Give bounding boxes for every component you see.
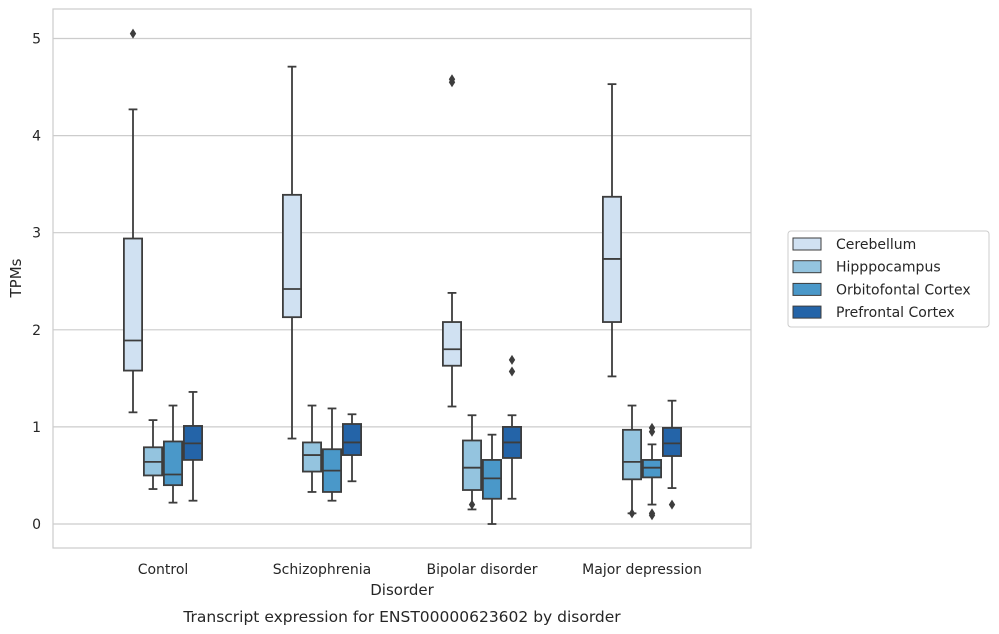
box-plot-item <box>501 354 522 500</box>
box-plot-item <box>281 65 302 440</box>
box-body <box>123 237 144 372</box>
legend-swatch <box>792 237 822 251</box>
box-body <box>341 423 362 456</box>
box-plot-item <box>602 83 623 378</box>
outlier-point <box>668 499 676 510</box>
y-axis-ticks: 0 1 2 3 4 5 <box>32 32 41 534</box>
series-hipppocampus <box>142 404 643 519</box>
y-tick-label: 0 <box>32 517 41 533</box>
y-tick-label: 3 <box>32 226 41 242</box>
y-tick-label: 2 <box>32 323 41 339</box>
box-plot-item <box>662 399 683 510</box>
box-plot-item <box>622 404 643 519</box>
outlier-point <box>129 28 137 39</box>
outlier-point <box>468 499 476 510</box>
box-plot-item <box>162 404 183 504</box>
legend-label: Hipppocampus <box>836 260 941 276</box>
y-axis-label: TPMs <box>7 258 25 298</box>
outlier-point <box>448 74 456 85</box>
box-plot-item <box>182 391 203 502</box>
x-tick-label: Control <box>138 562 189 578</box>
box-plot-item <box>301 404 322 493</box>
legend: Cerebellum Hipppocampus Orbitofontal Corte… <box>787 230 990 328</box>
box-plot-item <box>441 74 462 408</box>
legend-swatch <box>792 260 822 274</box>
x-axis-label: Disorder <box>370 581 434 599</box>
legend-swatch <box>792 282 822 296</box>
box-plot-item <box>142 419 163 490</box>
box-plot-series <box>123 28 683 525</box>
box-body <box>642 459 663 479</box>
legend-label: Cerebellum <box>836 237 916 253</box>
box-body <box>441 321 462 367</box>
box-body <box>281 193 302 319</box>
box-plot-item <box>481 433 502 525</box>
box-plot-item <box>123 28 144 414</box>
legend-swatch <box>792 305 822 319</box>
x-axis-ticks: Control Schizophrenia Bipolar disorder Majo… <box>138 562 702 578</box>
box-body <box>301 441 322 473</box>
box-body <box>162 440 183 487</box>
box-body <box>662 426 683 457</box>
outlier-point <box>628 508 636 519</box>
y-tick-label: 4 <box>32 129 41 145</box>
y-tick-label: 5 <box>32 32 41 48</box>
outlier-point <box>508 366 516 377</box>
box-body <box>481 459 502 500</box>
series-orbitofontal-cortex <box>162 404 663 525</box>
x-tick-label: Schizophrenia <box>273 562 371 578</box>
x-tick-label: Bipolar disorder <box>426 562 537 578</box>
series-prefrontal-cortex <box>182 354 683 510</box>
box-body <box>461 439 482 491</box>
plot-area-frame <box>52 8 752 549</box>
outlier-point <box>508 354 516 365</box>
box-plot-item <box>341 413 362 483</box>
x-tick-label: Major depression <box>582 562 702 578</box>
box-body <box>622 428 643 481</box>
grid-lines <box>53 37 751 525</box>
y-tick-label: 1 <box>32 420 41 436</box>
chart-caption: Transcript expression for ENST0000062360… <box>182 608 621 626</box>
outlier-point <box>648 422 656 433</box>
series-cerebellum <box>123 28 623 440</box>
box-plot-item <box>461 414 482 511</box>
legend-label: Orbitofontal Cortex <box>836 282 971 298</box>
legend-frame <box>787 230 990 328</box>
outlier-point <box>648 508 656 519</box>
legend-label: Prefrontal Cortex <box>836 305 955 321</box>
box-plot-item <box>321 407 342 502</box>
box-plot-item <box>642 422 663 521</box>
